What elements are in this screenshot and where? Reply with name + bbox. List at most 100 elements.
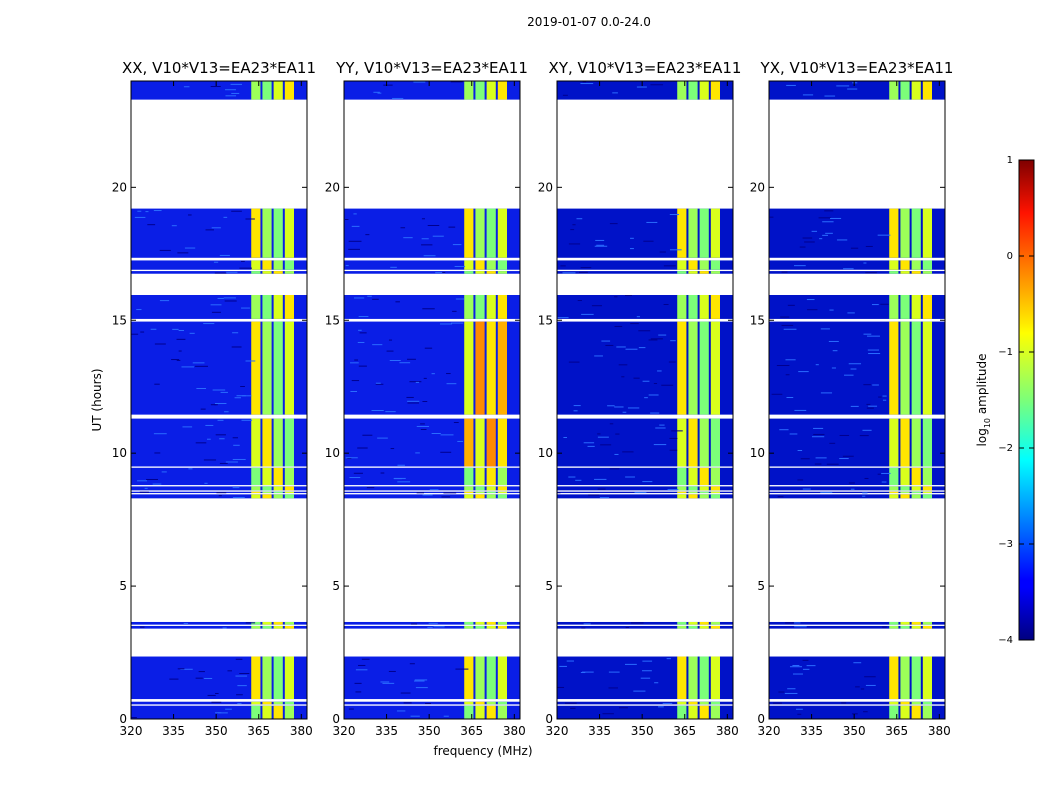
x-tick-label: 365: [460, 724, 483, 738]
colorbar-tick-label: 1: [1007, 155, 1013, 166]
data-strip: [557, 494, 733, 499]
noise-speck: [622, 451, 634, 453]
noise-speck: [386, 350, 394, 352]
noise-speck: [789, 666, 803, 668]
noise-speck: [212, 389, 226, 391]
noise-speck: [195, 442, 207, 444]
noise-speck: [831, 367, 836, 369]
noise-speck: [863, 384, 871, 386]
band-cell: [251, 294, 261, 319]
band-cell: [284, 321, 294, 415]
band-cell: [475, 294, 485, 319]
band-cell: [710, 81, 720, 100]
noise-speck: [358, 316, 369, 318]
band-cell: [475, 491, 485, 494]
noise-speck: [847, 88, 858, 90]
noise-speck: [409, 381, 422, 383]
noise-speck: [372, 344, 383, 346]
band-cell: [699, 418, 709, 467]
noise-speck: [614, 453, 619, 455]
noise-speck: [583, 442, 595, 444]
noise-speck: [421, 218, 425, 220]
noise-speck: [597, 488, 606, 490]
figure-suptitle: 2019-01-07 0.0-24.0: [527, 15, 651, 29]
noise-speck: [822, 221, 834, 223]
colorbar-tick-label: −3: [998, 539, 1013, 550]
noise-speck: [583, 623, 591, 625]
noise-speck: [397, 481, 411, 483]
band-cell: [273, 294, 283, 319]
band-cell: [251, 494, 261, 499]
band-cell: [688, 625, 698, 629]
y-tick-label: 20: [112, 180, 127, 194]
data-strip: [557, 701, 733, 705]
axes-frame: [768, 80, 946, 720]
noise-speck: [383, 84, 393, 86]
noise-speck: [214, 402, 227, 404]
noise-speck: [455, 668, 469, 670]
band-cell: [486, 467, 496, 486]
band-cell: [497, 621, 507, 625]
band-cell: [889, 486, 899, 491]
band-cell: [262, 621, 272, 625]
noise-speck: [153, 210, 162, 212]
data-strip: [769, 621, 945, 625]
y-tick-label: 15: [325, 313, 340, 327]
y-tick-label: 15: [538, 313, 553, 327]
noise-speck: [230, 83, 243, 85]
x-tick-label: 320: [120, 724, 143, 738]
noise-speck: [375, 383, 384, 385]
data-strip: [557, 260, 733, 270]
y-tick-label: 0: [757, 712, 765, 726]
noise-speck: [624, 663, 637, 665]
noise-speck: [414, 679, 428, 681]
noise-speck: [557, 686, 565, 688]
noise-speck: [881, 481, 887, 483]
noise-speck: [839, 458, 849, 460]
noise-speck: [614, 296, 618, 298]
noise-speck: [455, 298, 465, 300]
noise-speck: [410, 715, 420, 717]
noise-speck: [215, 434, 226, 436]
noise-speck: [423, 255, 436, 257]
noise-speck: [366, 487, 375, 489]
noise-speck: [847, 312, 855, 314]
band-cell: [284, 701, 294, 705]
noise-speck: [557, 492, 561, 494]
band-cell: [251, 418, 261, 467]
band-cell: [464, 81, 474, 100]
data-strip: [131, 494, 307, 499]
panel-title: YX, V10*V13=EA23*EA11: [760, 59, 954, 77]
band-cell: [911, 467, 921, 486]
noise-speck: [416, 425, 430, 427]
band-cell: [262, 294, 272, 319]
band-cell: [911, 491, 921, 494]
band-cell: [486, 491, 496, 494]
data-strip: [557, 486, 733, 491]
noise-speck: [818, 217, 831, 219]
noise-speck: [439, 323, 453, 325]
noise-speck: [659, 251, 666, 253]
noise-speck: [359, 332, 367, 334]
band-cell: [251, 486, 261, 491]
noise-speck: [839, 434, 850, 436]
panel-4: YX, V10*V13=EA23*EA11 320 335 350 365 380 0 5 10…: [750, 59, 954, 738]
noise-speck: [139, 626, 145, 628]
noise-speck: [638, 347, 646, 349]
noise-speck: [654, 682, 659, 684]
noise-speck: [573, 410, 578, 412]
noise-speck: [792, 665, 800, 667]
noise-speck: [627, 407, 640, 409]
band-cell: [464, 321, 474, 415]
noise-speck: [172, 328, 179, 330]
noise-speck: [636, 316, 641, 318]
noise-speck: [210, 304, 222, 306]
band-cell: [475, 260, 485, 270]
noise-speck: [872, 384, 879, 386]
noise-speck: [388, 670, 396, 672]
band-cell: [486, 81, 496, 100]
band-cell: [911, 621, 921, 625]
band-cell: [889, 294, 899, 319]
noise-speck: [367, 295, 372, 297]
noise-speck: [562, 272, 576, 274]
